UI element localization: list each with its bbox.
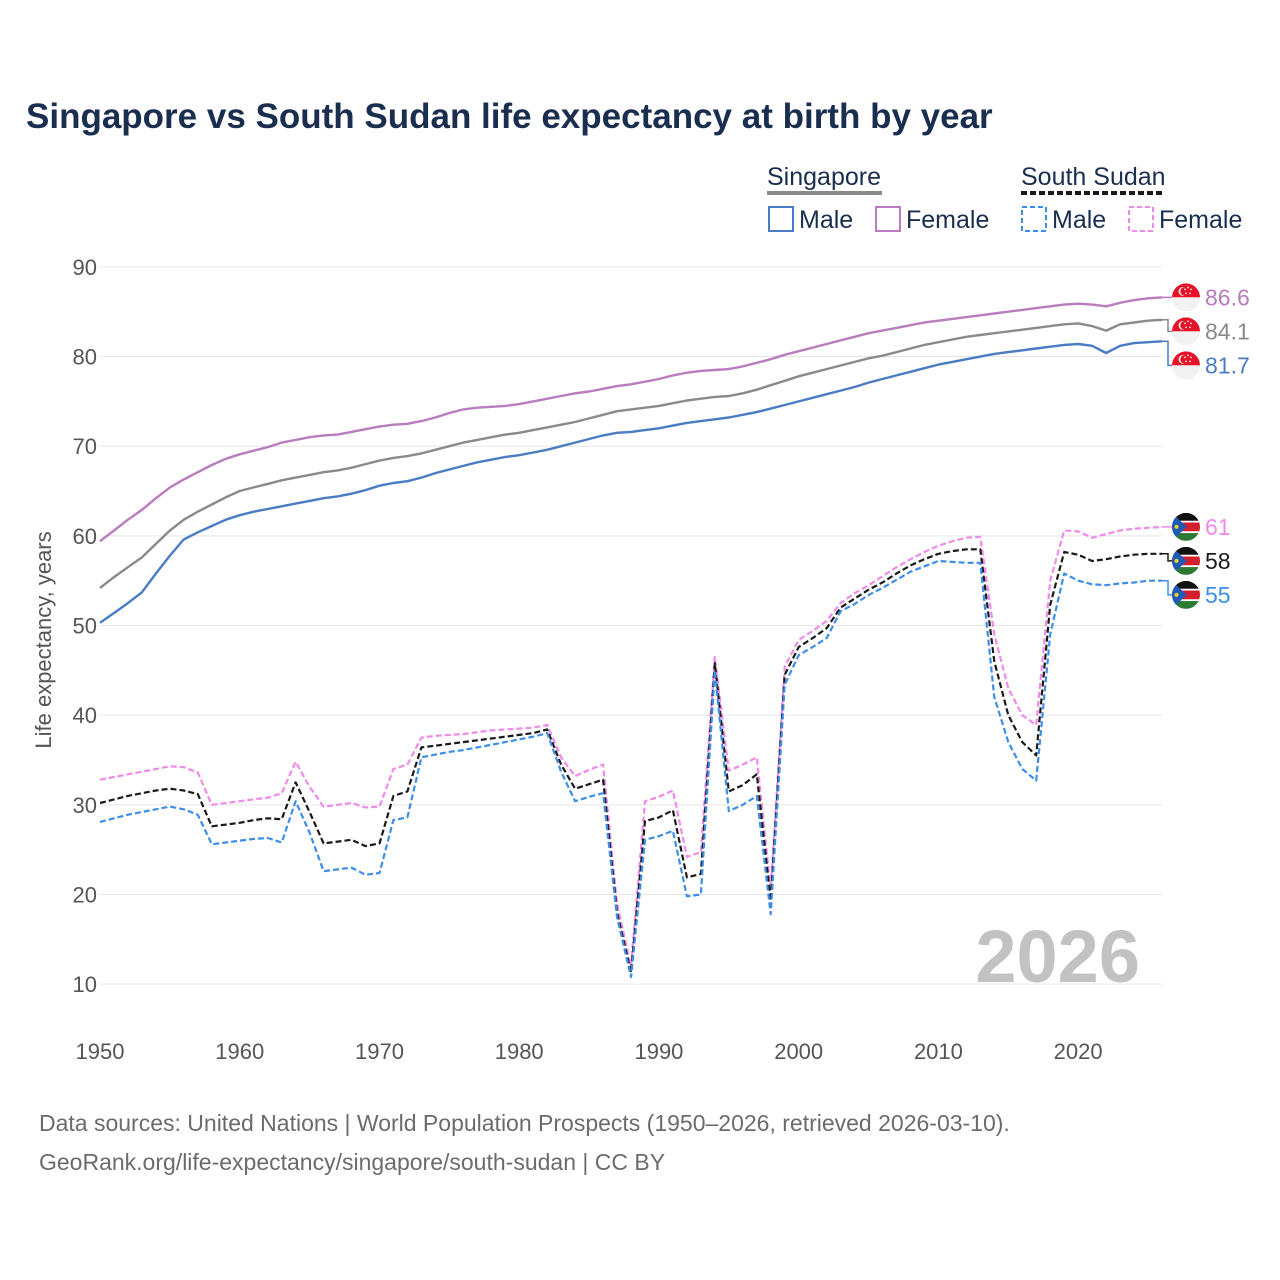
x-tick-label: 1980 (495, 1039, 544, 1064)
y-tick-label: 50 (73, 614, 97, 639)
singapore-flag-icon (1172, 283, 1200, 312)
source-line-2: GeoRank.org/life-expectancy/singapore/so… (39, 1149, 665, 1175)
legend-group-singapore: Singapore (767, 163, 881, 191)
y-axis: 10 20 30 40 50 60 70 80 90 (73, 255, 97, 997)
series-line-south-sudan-male (99, 559, 1162, 979)
legend-label-singapore-female: Female (906, 206, 989, 234)
end-label-value: 81.7 (1205, 352, 1250, 378)
year-watermark: 2026 (975, 915, 1140, 998)
end-label-value: 84.1 (1205, 318, 1250, 344)
end-label-singapore-male: 81.7 (1162, 340, 1250, 380)
end-labels: 86.6 84.1 81.7 61 58 55 (1162, 283, 1250, 609)
end-label-connector (1162, 340, 1172, 367)
end-label-connector (1162, 319, 1172, 333)
y-tick-label: 90 (73, 255, 97, 280)
source-line-1: Data sources: United Nations | World Pop… (39, 1110, 1010, 1136)
end-label-singapore-total: 84.1 (1162, 317, 1250, 346)
singapore-flag-icon (1172, 351, 1200, 380)
legend-swatch-singapore-male (768, 206, 794, 232)
series (99, 296, 1163, 979)
end-label-value: 58 (1205, 548, 1231, 574)
y-tick-label: 10 (73, 972, 97, 997)
x-tick-label: 2020 (1054, 1039, 1103, 1064)
singapore-flag-icon (1172, 317, 1200, 346)
legend-label-singapore-male: Male (799, 206, 853, 234)
x-tick-label: 2010 (914, 1039, 963, 1064)
end-label-south-sudan-total: 58 (1162, 546, 1231, 575)
end-label-value: 86.6 (1205, 284, 1250, 310)
end-label-south-sudan-male: 55 (1162, 579, 1231, 609)
series-line-singapore-female (99, 296, 1163, 543)
series-line-singapore-total (99, 318, 1163, 589)
x-tick-label: 1970 (355, 1039, 404, 1064)
end-label-connector (1162, 553, 1172, 562)
y-tick-label: 20 (73, 882, 97, 907)
y-axis-label: Life expectancy, years (31, 531, 56, 748)
y-tick-label: 40 (73, 703, 97, 728)
y-tick-label: 60 (73, 524, 97, 549)
x-axis: 1950 1960 1970 1980 1990 2000 2010 2020 (76, 1039, 1103, 1064)
end-label-singapore-female: 86.6 (1162, 283, 1250, 312)
series-line-south-sudan-total (99, 548, 1162, 974)
x-tick-label: 1990 (634, 1039, 683, 1064)
end-label-value: 55 (1205, 582, 1231, 608)
y-tick-label: 70 (73, 434, 97, 459)
legend-group-south-sudan: South Sudan (1021, 163, 1166, 191)
y-tick-label: 80 (73, 345, 97, 370)
x-tick-label: 1960 (215, 1039, 264, 1064)
end-label-value: 61 (1205, 514, 1231, 540)
south-sudan-flag-icon (1172, 580, 1200, 609)
y-tick-label: 30 (73, 793, 97, 818)
legend-swatch-singapore-female (875, 206, 901, 232)
grid (100, 266, 1162, 985)
series-line-south-sudan-female (99, 525, 1163, 968)
legend-swatch-south-sudan-female (1128, 206, 1154, 232)
legend: Singapore South Sudan Male Female Male F… (767, 163, 1242, 234)
south-sudan-flag-icon (1172, 512, 1200, 541)
end-label-connector (1162, 579, 1172, 596)
series-line-singapore-male (99, 340, 1163, 624)
x-tick-label: 1950 (76, 1039, 125, 1064)
legend-label-south-sudan-female: Female (1159, 206, 1242, 234)
legend-swatch-south-sudan-male (1021, 206, 1047, 232)
end-label-south-sudan-female: 61 (1162, 512, 1231, 541)
south-sudan-flag-icon (1172, 546, 1200, 575)
legend-label-south-sudan-male: Male (1052, 206, 1106, 234)
x-tick-label: 2000 (774, 1039, 823, 1064)
chart-title: Singapore vs South Sudan life expectancy… (26, 97, 993, 136)
